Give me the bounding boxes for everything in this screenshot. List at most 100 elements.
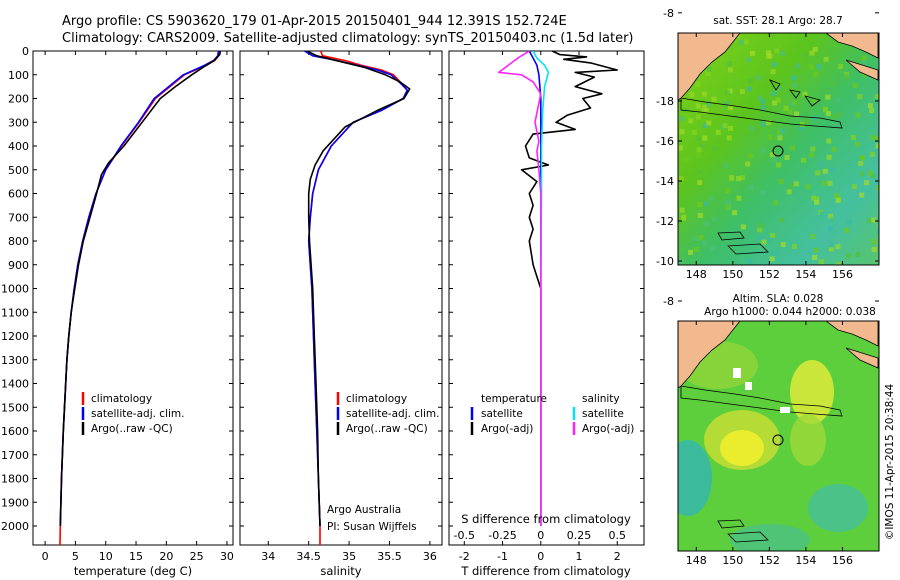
land-new-guinea	[678, 321, 741, 389]
sst-pixel	[712, 145, 718, 151]
sst-pixel	[726, 71, 732, 77]
sst-pixel	[814, 199, 819, 205]
sst-pixel	[790, 196, 796, 202]
sst-pixel	[789, 183, 794, 189]
sst-pixel	[823, 106, 828, 112]
sst-pixel	[871, 247, 877, 253]
sst-pixel	[691, 129, 697, 135]
map-x-tick-label: 156	[832, 554, 853, 567]
sst-pixel	[857, 94, 863, 100]
depth-tick-label: 1100	[1, 306, 29, 319]
depth-tick-label: 700	[8, 211, 29, 224]
sst-pixel	[712, 216, 717, 222]
sst-pixel	[828, 246, 834, 252]
x-tick-label: 35.5	[377, 550, 402, 563]
temperature-panel-frame	[32, 50, 234, 546]
x-tick-label: 1	[576, 550, 583, 563]
imos-timestamp: ©IMOS 11-Apr-2015 20:38:44	[884, 384, 896, 541]
depth-axis: 0 100 200 300 400 500 600 700 800 900 1000 1100 1200…	[1, 45, 644, 533]
sst-pixel	[828, 213, 834, 219]
sst-pixel	[809, 152, 815, 158]
x-tick-label-salinity: 0.25	[567, 529, 592, 542]
x-tick-label: 5	[72, 550, 79, 563]
sst-pixel	[772, 100, 777, 106]
x-tick-label: 20	[159, 550, 173, 563]
sla-map-axes: 148 150 152 154 156 -8 -10 -12 -14 -16 -18	[656, 95, 879, 567]
series-line-temperature-argo-adj-	[520, 51, 618, 526]
sst-pixel	[779, 217, 784, 223]
sst-pixel	[844, 227, 850, 233]
sst-pixel	[702, 104, 707, 110]
sla-map-frame	[677, 320, 880, 552]
sst-pixel	[829, 48, 835, 54]
sst-pixel	[772, 250, 777, 256]
difference-series-group	[497, 51, 618, 526]
sst-pixel	[818, 162, 824, 168]
sst-pixel	[791, 100, 797, 106]
sst-pixel	[747, 86, 752, 92]
legend-title-temperature: temperature	[481, 393, 547, 405]
sla-blob-high	[790, 360, 834, 424]
sst-pixel	[749, 126, 755, 132]
sst-pixel	[812, 97, 818, 103]
depth-tick-label: 1500	[1, 401, 29, 414]
land-new-britain	[825, 321, 879, 347]
sst-pixel	[874, 94, 879, 100]
sst-pixel	[831, 146, 837, 152]
sst-pixel	[706, 101, 711, 107]
sst-pixel	[876, 185, 879, 191]
argo-float-location	[772, 145, 784, 157]
legend-label-climatology: climatology	[346, 393, 407, 405]
sst-pixel	[732, 210, 738, 216]
legend-label-sal-argo: Argo(-adj)	[582, 423, 634, 435]
depth-tick-label: 1400	[1, 378, 29, 391]
sst-pixel	[765, 120, 771, 126]
temperature-legend: climatology satellite-adj. clim. Argo(..…	[81, 392, 184, 435]
sst-pixel	[713, 188, 719, 194]
series-line-climatology	[307, 51, 409, 545]
salinity-legend: climatology satellite-adj. clim. Argo(..…	[327, 392, 439, 533]
sst-pixel	[707, 116, 713, 122]
sst-pixel	[704, 108, 709, 114]
x-tick-label: 30	[220, 550, 234, 563]
sst-pixel	[812, 255, 818, 260]
sst-pixel	[835, 262, 841, 265]
x-tick-label: 35	[342, 550, 356, 563]
sst-pixel	[748, 185, 754, 190]
legend-title-salinity: salinity	[582, 393, 620, 405]
sst-pixel	[875, 135, 879, 141]
x-tick-label: 36	[423, 550, 437, 563]
sst-pixel	[678, 176, 684, 182]
sst-pixel	[679, 207, 685, 213]
sst-pixel	[760, 190, 766, 196]
masked-area	[745, 382, 752, 390]
sst-pixel	[723, 163, 729, 169]
sst-pixel	[825, 94, 831, 100]
figure-title-line1: Argo profile: CS 5903620_179 01-Apr-2015…	[62, 14, 567, 29]
sst-pixel	[770, 152, 775, 158]
sst-pixel	[867, 170, 873, 176]
sla-map	[678, 321, 879, 551]
sst-pixel	[746, 57, 751, 63]
sst-pixel	[760, 105, 766, 111]
legend-label-sal-satellite: satellite	[582, 408, 624, 420]
sst-pixel	[711, 96, 717, 102]
sst-pixel	[826, 138, 832, 144]
sst-pixel	[870, 173, 876, 179]
sst-pixel	[696, 147, 702, 153]
sst-pixel	[810, 233, 816, 239]
sst-pixel	[749, 50, 755, 56]
sst-pixel	[794, 111, 799, 117]
sst-pixel	[695, 103, 701, 109]
sst-pixel	[744, 39, 750, 45]
series-line-salinity-argo-adj-	[497, 51, 542, 526]
masked-area	[733, 368, 741, 378]
sst-pixel	[855, 112, 861, 118]
sla-blob-low	[808, 484, 868, 532]
sst-pixel	[828, 38, 834, 44]
map-bottom-title1: Altim. SLA: 0.028	[733, 293, 824, 305]
depth-tick-label: 1800	[1, 473, 29, 486]
series-line-satellite-adj-clim-	[59, 51, 220, 527]
map-y-tick-label: -18	[656, 95, 674, 108]
sst-pixel	[704, 221, 710, 227]
